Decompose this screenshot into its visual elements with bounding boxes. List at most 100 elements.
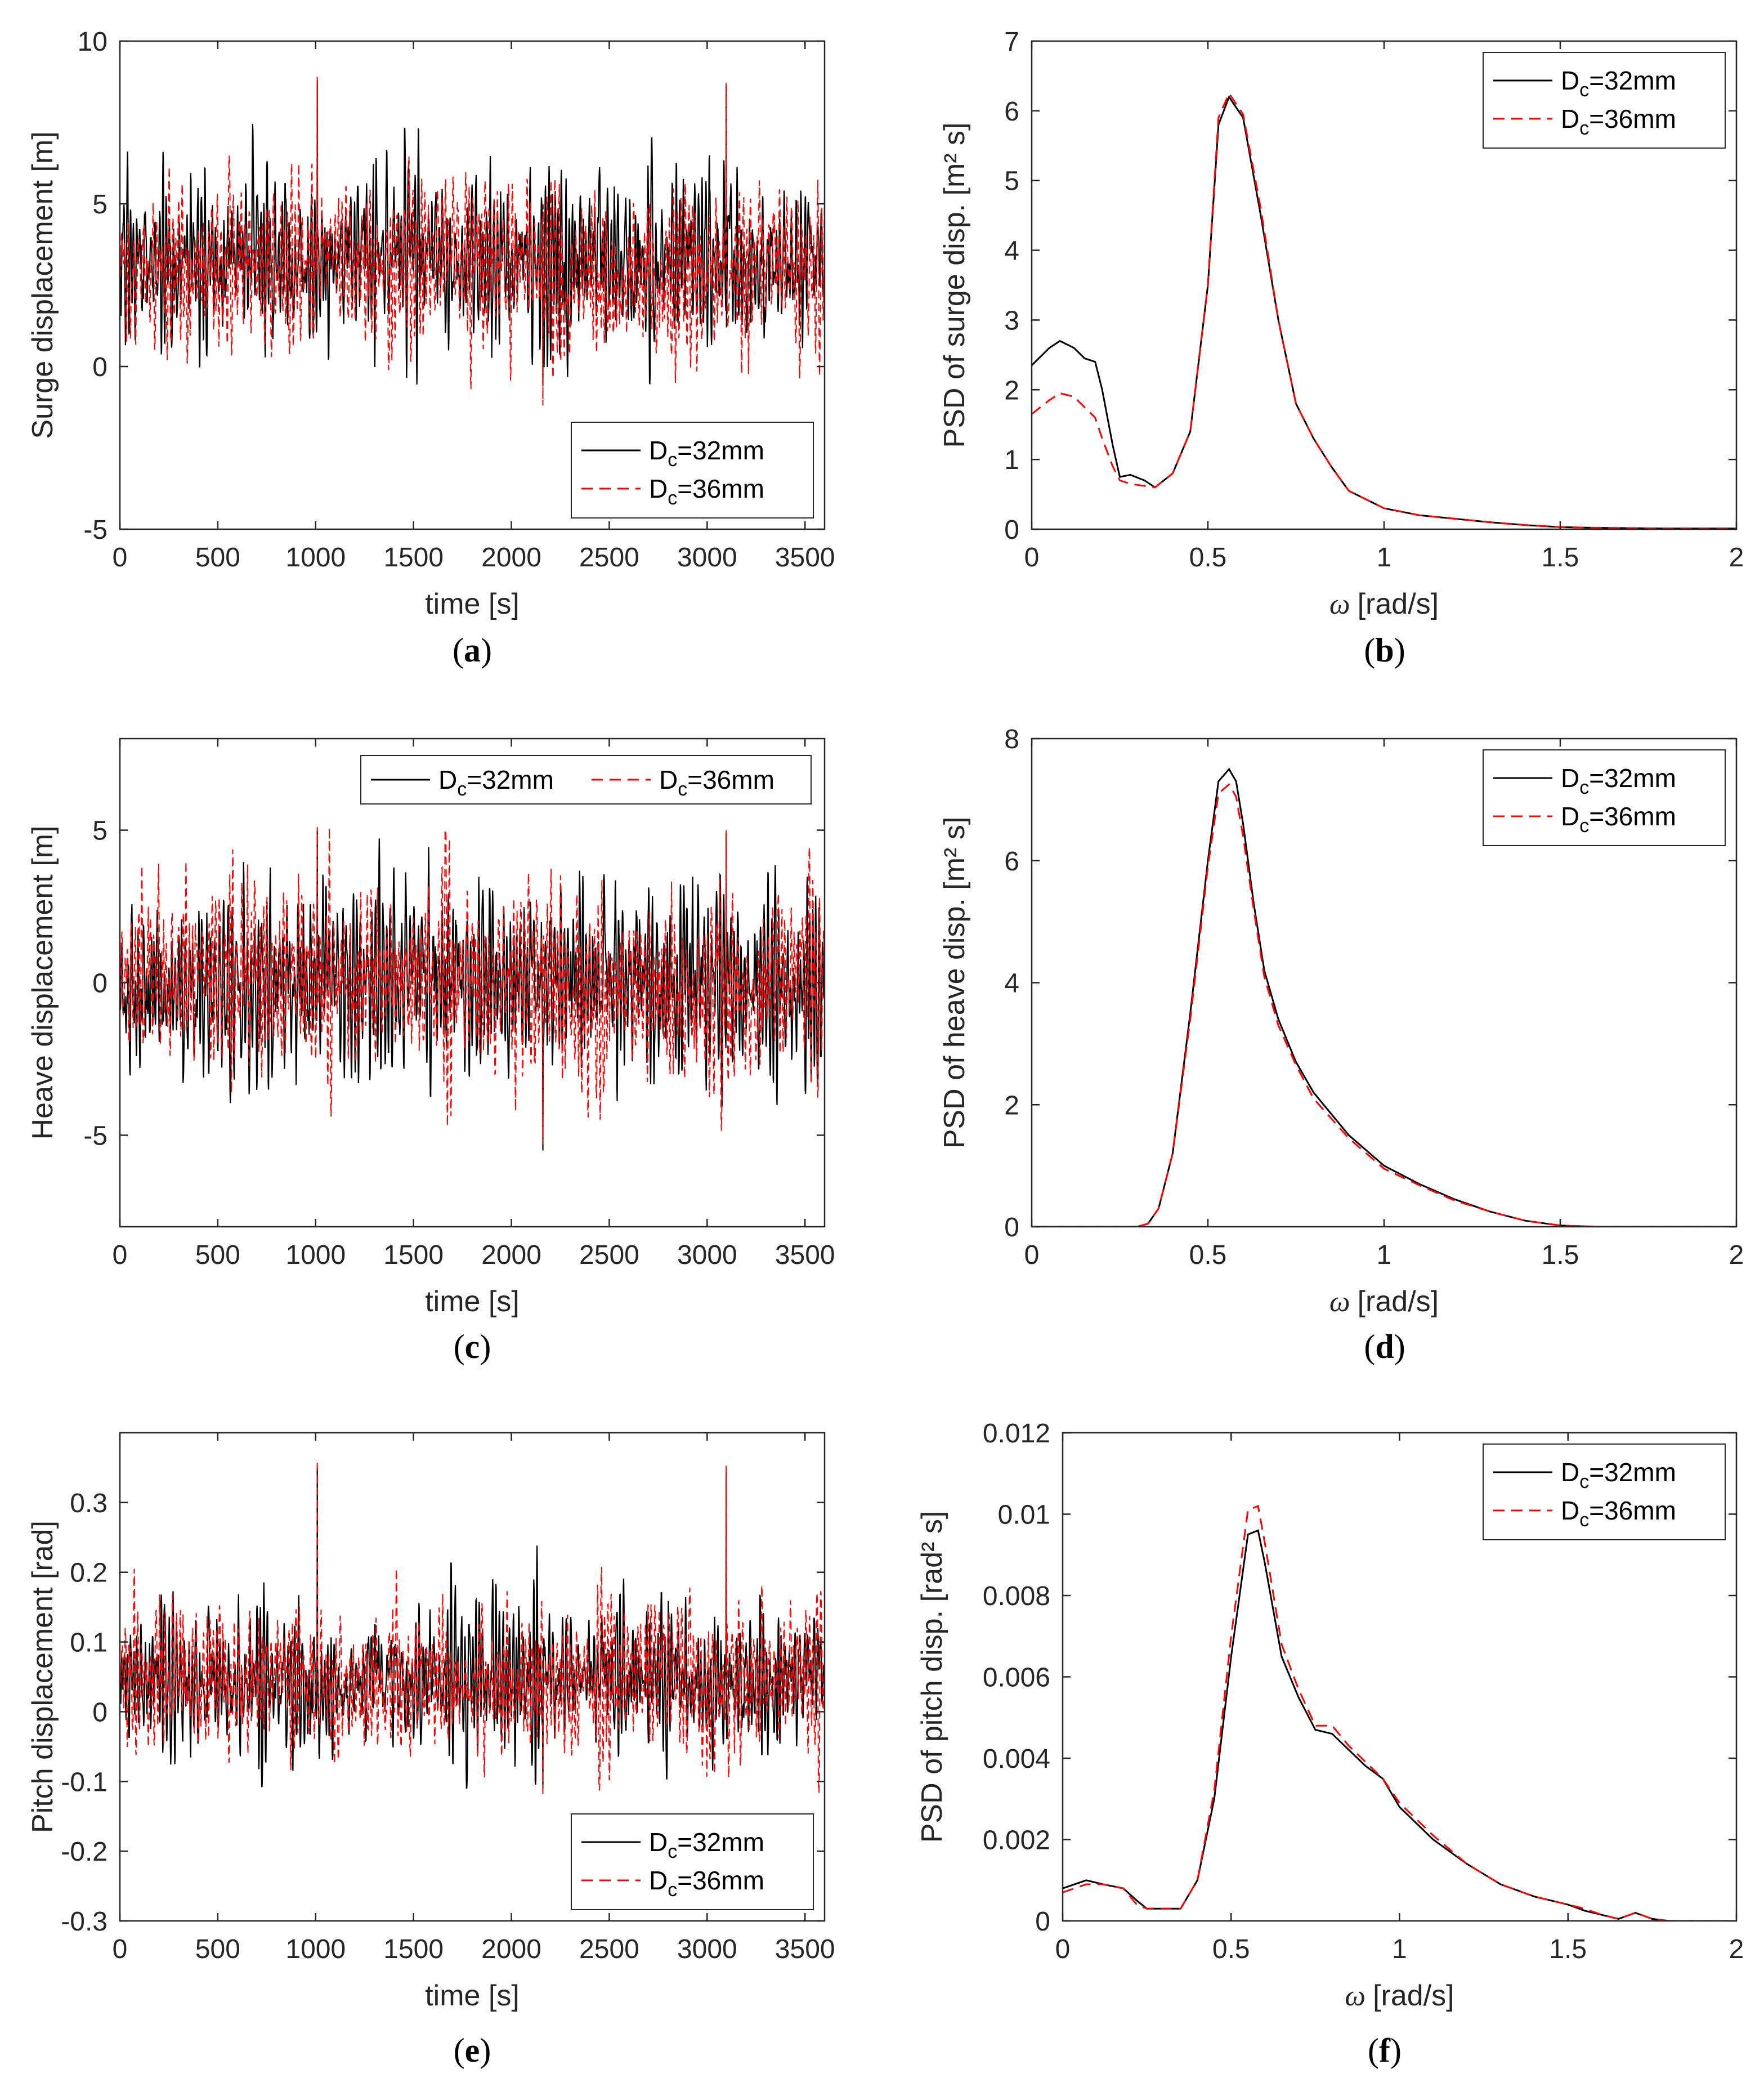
y-axis-label: Pitch displacement [rad] <box>26 1521 59 1833</box>
x-tick-label: 3000 <box>677 1240 737 1270</box>
x-tick-label: 2000 <box>481 1240 541 1270</box>
x-tick-label: 0 <box>1024 1240 1040 1270</box>
x-axis-unit: [rad/s] <box>1373 1979 1454 2012</box>
legend-symbol: D <box>1561 1496 1579 1525</box>
x-tick-label: 2500 <box>579 543 639 573</box>
panel-caption: (c) <box>454 1328 491 1365</box>
x-axis-unit: [rad/s] <box>1358 588 1439 620</box>
x-axis-symbol: ω <box>1329 1286 1358 1318</box>
x-tick-label: 1.5 <box>1549 1934 1587 1964</box>
y-tick-label: 0.012 <box>983 1419 1050 1449</box>
legend-subscript: c <box>678 779 687 800</box>
y-tick-label: 8 <box>1004 725 1019 754</box>
y-tick-label: -0.2 <box>61 1837 108 1867</box>
series-line-2 <box>120 827 825 1145</box>
caption-paren-close: ) <box>1390 2032 1402 2069</box>
legend-subscript: c <box>668 1879 677 1901</box>
y-tick-label: 0 <box>1035 1907 1050 1937</box>
legend-subscript: c <box>668 1841 677 1862</box>
series-group <box>1032 767 1736 1227</box>
legend-symbol: D <box>1561 763 1579 793</box>
x-axis-symbol: ω <box>1329 588 1358 620</box>
y-tick-label: 0.01 <box>998 1500 1050 1530</box>
x-tick-label: 0 <box>1024 543 1040 573</box>
legend-symbol: D <box>649 1866 668 1895</box>
series-group <box>120 827 825 1151</box>
series-line-2 <box>120 77 825 406</box>
axes-box <box>119 1432 826 1922</box>
legend-label-2: Dc=36mm <box>1561 1496 1676 1531</box>
panel-caption: (d) <box>1364 1328 1405 1365</box>
legend-subscript: c <box>1579 777 1589 798</box>
y-tick-label: 2 <box>1004 1091 1019 1120</box>
caption-paren-close: ) <box>1394 1328 1405 1365</box>
caption-letter: f <box>1379 2032 1391 2069</box>
y-axis-label: PSD of surge disp. [m² s] <box>938 123 971 448</box>
caption-paren-close: ) <box>480 2032 491 2069</box>
legend-label-2: Dc=36mm <box>649 474 764 509</box>
x-axis-label: ω [rad/s] <box>1345 1979 1454 2012</box>
x-tick-label: 2 <box>1729 1934 1744 1964</box>
x-tick-label: 2500 <box>579 1240 639 1270</box>
x-tick-label: 1 <box>1377 543 1392 573</box>
y-axis-label: Surge displacement [m] <box>26 131 59 439</box>
legend-symbol: D <box>1561 104 1579 133</box>
series-group <box>1032 91 1736 529</box>
x-tick-label: 2000 <box>481 543 541 573</box>
y-tick-label: 0 <box>92 969 108 999</box>
legend-symbol: D <box>1561 1458 1579 1487</box>
legend-label-2: Dc=36mm <box>659 765 774 800</box>
legend-value: =36mm <box>1589 802 1676 831</box>
caption-paren-open: ( <box>453 632 464 669</box>
x-tick-label: 500 <box>195 1240 240 1270</box>
legend: Dc=32mm Dc=36mm <box>571 1813 814 1910</box>
x-tick-label: 3000 <box>677 1934 737 1964</box>
x-tick-label: 2500 <box>579 1934 639 1964</box>
x-tick-label: 2000 <box>481 1934 541 1964</box>
y-tick-label: 5 <box>92 190 108 220</box>
x-tick-label: 2 <box>1729 543 1744 573</box>
legend-subscript: c <box>668 449 677 471</box>
legend-value: =32mm <box>677 436 764 465</box>
x-tick-label: 1 <box>1392 1934 1407 1964</box>
y-tick-label: -0.1 <box>61 1767 108 1797</box>
chart-e: 0 500 1000 1500 2000 2500 3000 3500 -0.3 -0.2 -0.1… <box>26 1432 835 2069</box>
y-tick-label: 6 <box>1004 97 1019 127</box>
caption-letter: b <box>1375 632 1394 669</box>
x-tick-label: 1.5 <box>1542 543 1579 573</box>
x-axis-label: ω [rad/s] <box>1329 588 1439 620</box>
series-line-1 <box>120 80 825 386</box>
panel-caption: (f) <box>1368 2032 1402 2069</box>
legend-label-1: Dc=32mm <box>1561 66 1676 101</box>
legend-symbol: D <box>649 1827 668 1857</box>
chart-b: 0 0.5 1 1.5 2 0 1 2 3 4 5 6 7 ω [rad/s] PSD of surge d… <box>938 27 1744 669</box>
legend-subscript: c <box>1579 118 1589 139</box>
y-tick-label: 7 <box>1004 27 1019 57</box>
y-tick-label: 10 <box>78 27 108 57</box>
legend-box <box>571 422 814 519</box>
y-tick-label: 2 <box>1004 376 1019 405</box>
legend-label-2: Dc=36mm <box>649 1866 764 1901</box>
y-tick-label: 3 <box>1004 306 1019 336</box>
x-axis-label: time [s] <box>425 1979 520 2012</box>
legend-value: =36mm <box>1589 1496 1676 1525</box>
legend-symbol: D <box>1561 66 1579 95</box>
y-tick-label: 0.2 <box>70 1558 108 1588</box>
y-tick-label: 0.3 <box>70 1489 108 1518</box>
legend-box <box>1483 1443 1726 1540</box>
legend-label-1: Dc=32mm <box>1561 1458 1676 1492</box>
series-line-2 <box>120 1460 825 1796</box>
y-tick-label: 1 <box>1004 445 1019 475</box>
legend-value: =32mm <box>677 1827 764 1857</box>
y-tick-label: -0.3 <box>61 1907 108 1937</box>
y-tick-label: 0 <box>92 1697 108 1727</box>
x-tick-label: 3500 <box>775 543 835 573</box>
legend-label-2: Dc=36mm <box>1561 104 1676 139</box>
caption-letter: c <box>465 1328 480 1365</box>
legend-symbol: D <box>659 765 678 794</box>
series-line-2 <box>1063 1505 1736 1921</box>
